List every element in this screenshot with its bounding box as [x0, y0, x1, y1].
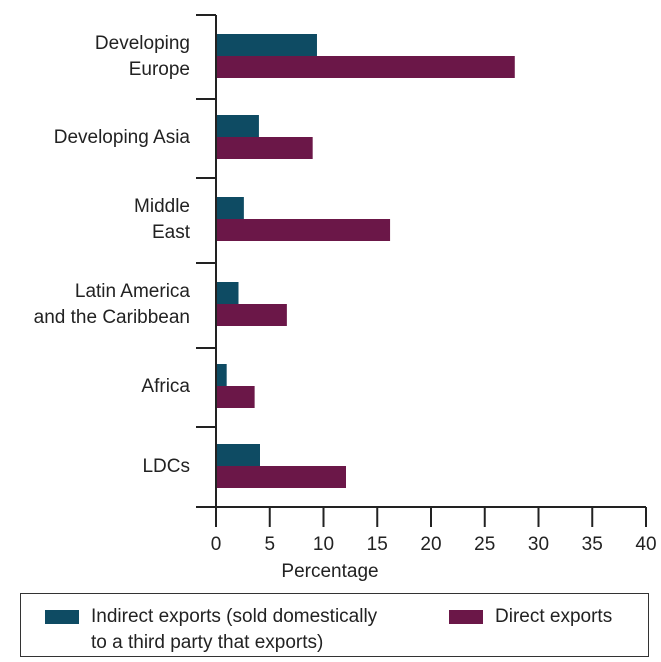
- legend-label-indirect: Indirect exports (sold domestically to a…: [91, 606, 378, 653]
- x-tick-label: 25: [474, 534, 496, 555]
- x-tick-label: 35: [581, 534, 603, 555]
- x-tick-label: 15: [366, 534, 388, 555]
- x-tick-label: 20: [420, 534, 442, 555]
- bar-direct-exports: [217, 137, 313, 159]
- category-label: Developing Asia: [53, 127, 190, 148]
- bar-indirect-exports: [217, 115, 259, 137]
- x-tick-label: 10: [312, 534, 335, 555]
- chart-axes: [196, 14, 647, 527]
- bar-indirect-exports: [217, 444, 260, 466]
- category-label: Africa: [141, 376, 190, 397]
- category-label: Middle East: [134, 196, 190, 243]
- x-axis-label: Percentage: [281, 561, 379, 582]
- x-tick-label: 5: [264, 534, 276, 555]
- chart-legend: Indirect exports (sold domestically to a…: [20, 593, 649, 657]
- bar-direct-exports: [217, 386, 255, 408]
- legend-swatch-indirect: [45, 610, 79, 624]
- x-tick-label: 0: [210, 534, 222, 555]
- x-tick-label: 30: [527, 534, 550, 555]
- category-label: Developing Europe: [94, 33, 190, 80]
- legend-label-direct: Direct exports: [495, 606, 613, 627]
- bar-indirect-exports: [217, 364, 227, 386]
- bar-direct-exports: [217, 304, 287, 326]
- bar-direct-exports: [217, 219, 391, 241]
- bar-direct-exports: [217, 466, 346, 488]
- bar-indirect-exports: [217, 197, 244, 219]
- category-label: Latin America and the Caribbean: [33, 281, 190, 328]
- legend-swatch-direct: [449, 610, 483, 624]
- chart-plot-area: [196, 14, 647, 527]
- x-tick-label: 40: [635, 534, 657, 555]
- chart-bars: [217, 34, 515, 488]
- bar-indirect-exports: [217, 34, 317, 56]
- category-label: LDCs: [142, 456, 190, 477]
- bar-indirect-exports: [217, 282, 239, 304]
- bar-direct-exports: [217, 56, 515, 78]
